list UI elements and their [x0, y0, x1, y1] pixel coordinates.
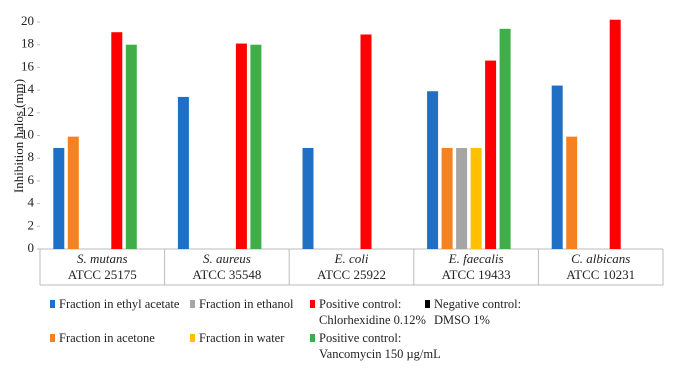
legend-label: Negative control: DMSO 1%: [434, 297, 522, 327]
bar: [456, 147, 468, 249]
legend-swatch: [50, 334, 55, 342]
x-tick-label: S. aureus: [203, 251, 251, 266]
bar: [499, 28, 511, 250]
legend-label: Fraction in ethanol: [199, 297, 294, 311]
bar: [67, 136, 79, 249]
x-tick-sublabel: ATCC 19433: [442, 267, 511, 282]
bar: [427, 91, 439, 249]
x-tick-label: S. mutans: [77, 251, 128, 266]
y-tick-label: 12: [21, 104, 34, 119]
legend-item: Fraction in ethanol: [190, 296, 293, 312]
legend-item: Positive control: Chlorhexidine 0.12%: [310, 296, 426, 328]
bar: [551, 85, 563, 249]
bar: [302, 147, 314, 249]
y-tick-label: 8: [28, 149, 35, 164]
x-tick-sublabel: ATCC 10231: [566, 267, 635, 282]
bar: [53, 147, 65, 249]
bar: [485, 60, 497, 250]
bar: [235, 43, 247, 249]
legend-swatch: [190, 300, 195, 308]
x-tick-label: E. faecalis: [448, 251, 504, 266]
y-tick-label: 14: [21, 81, 35, 96]
legend-label: Positive control: Chlorhexidine 0.12%: [319, 297, 426, 327]
y-tick-label: 18: [21, 36, 34, 51]
x-tick-sublabel: ATCC 25922: [317, 267, 386, 282]
bar: [125, 44, 137, 250]
legend-label: Fraction in acetone: [59, 331, 155, 345]
x-tick-sublabel: ATCC 25175: [68, 267, 137, 282]
legend-label: Fraction in ethyl acetate: [59, 297, 180, 311]
legend-item: Fraction in ethyl acetate: [50, 296, 179, 312]
legend-item: Fraction in water: [190, 330, 284, 346]
bar: [250, 44, 262, 250]
legend-swatch: [310, 300, 315, 308]
y-tick-label: 2: [28, 217, 35, 232]
y-tick-label: 10: [21, 126, 34, 141]
legend-item: Fraction in acetone: [50, 330, 155, 346]
bar: [441, 147, 453, 249]
bar: [177, 96, 189, 249]
legend-swatch: [190, 334, 195, 342]
bar: [470, 147, 482, 249]
bar: [360, 34, 372, 249]
bar: [111, 32, 123, 250]
legend-swatch: [50, 300, 55, 308]
legend-label: Positive control: Vancomycin 150 µg/mL: [319, 331, 441, 361]
x-tick-sublabel: ATCC 35548: [192, 267, 261, 282]
y-tick-label: 4: [28, 195, 35, 210]
y-axis-label: Inhibition halos (mm): [11, 79, 26, 193]
bar: [609, 19, 621, 250]
x-tick-label: E. coli: [334, 251, 369, 266]
legend-item: Positive control: Vancomycin 150 µg/mL: [310, 330, 441, 362]
legend-swatch: [425, 300, 430, 308]
bar: [566, 136, 578, 249]
x-tick-label: C. albicans: [571, 251, 630, 266]
y-tick-label: 16: [21, 58, 35, 73]
y-tick-label: 6: [28, 172, 35, 187]
chart: Inhibition halos (mm) 0 2 4 6 8 10 12 14 16 18 20 S…: [11, 13, 664, 286]
legend-item: Negative control: DMSO 1%: [425, 296, 521, 328]
y-tick-label: 0: [28, 240, 35, 255]
y-tick-label: 20: [21, 13, 34, 28]
legend-label: Fraction in water: [199, 331, 285, 345]
legend-swatch: [310, 334, 315, 342]
